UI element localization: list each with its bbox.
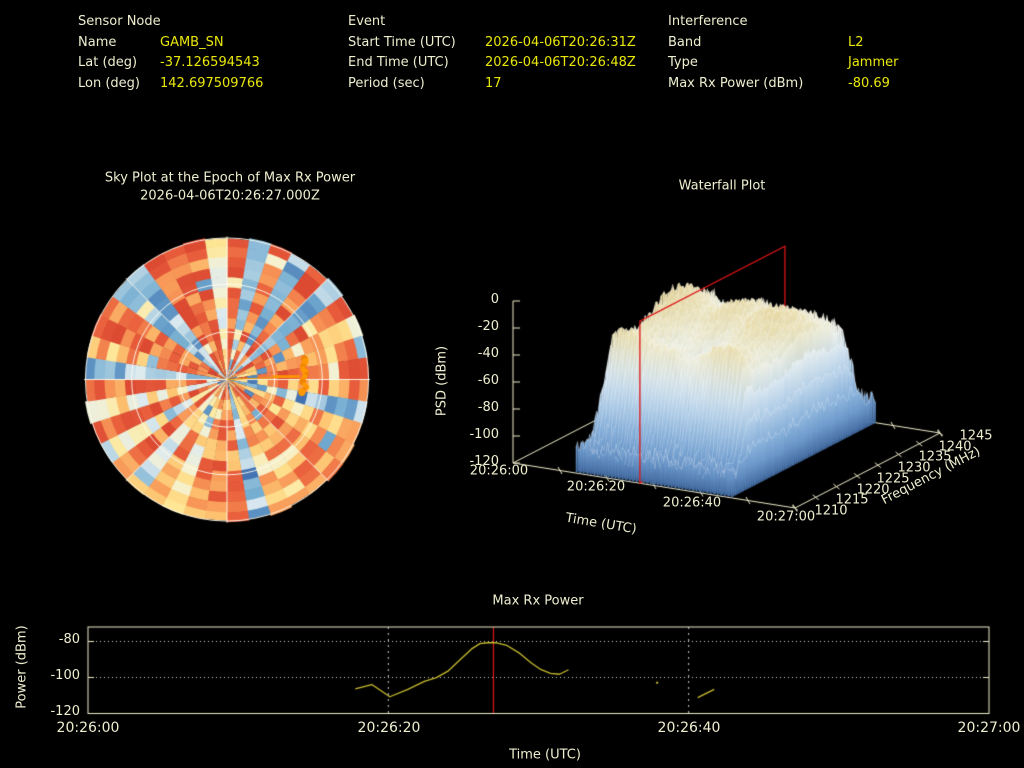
event-end-label: End Time (UTC)	[348, 55, 449, 71]
event-title: Event	[348, 14, 386, 29]
event-end-value: 2026-04-06T20:26:48Z	[485, 55, 636, 71]
sensor-node-panel: Sensor Node Name GAMB_SN Lat (deg) -37.126…	[78, 12, 263, 94]
interference-maxrx-value: -80.69	[848, 75, 890, 91]
power-x-tick: 20:26:20	[357, 720, 421, 736]
wf-time-tick: 20:26:00	[469, 463, 529, 479]
event-period-value: 17	[485, 75, 502, 91]
power-x-tick: 20:26:40	[657, 720, 721, 736]
sensor-name-label: Name	[78, 34, 117, 50]
wf-psd-tick: -120	[469, 454, 499, 469]
sensor-node-title: Sensor Node	[78, 14, 161, 29]
wf-psd-tick: -100	[469, 427, 499, 442]
sensor-lat-label: Lat (deg)	[78, 55, 138, 71]
wf-freq-tick: 1245	[959, 428, 993, 444]
power-y-tick: -100	[50, 668, 80, 683]
wf-time-tick: 20:26:40	[662, 495, 722, 511]
wf-freq-tick: 1215	[835, 492, 869, 508]
wf-freq-tick: 1210	[814, 503, 848, 519]
power-title: Max Rx Power	[492, 593, 584, 609]
sky-plot-canvas	[60, 220, 400, 540]
event-start-label: Start Time (UTC)	[348, 34, 456, 50]
sensor-lon-value: 142.697509766	[160, 75, 264, 91]
sky-plot-subtitle: 2026-04-06T20:26:27.000Z	[140, 188, 320, 204]
sensor-name-value: GAMB_SN	[160, 34, 224, 50]
wf-psd-tick: -60	[477, 373, 499, 388]
power-x-tick: 20:27:00	[957, 720, 1021, 736]
interference-type-label: Type	[668, 55, 698, 71]
waterfall-title: Waterfall Plot	[678, 178, 766, 194]
interference-type-value: Jammer	[848, 55, 899, 71]
wf-psd-tick: 0	[490, 292, 499, 307]
event-period-label: Period (sec)	[348, 75, 425, 91]
interference-panel: Interference Band L2 Type Jammer Max Rx Po…	[668, 12, 898, 94]
wf-time-tick: 20:26:20	[566, 479, 626, 495]
power-plot-canvas	[80, 620, 1000, 720]
wf-psd-tick: -80	[477, 400, 499, 415]
power-y-tick: -80	[58, 632, 80, 647]
interference-band-label: Band	[668, 34, 702, 50]
interference-band-value: L2	[848, 34, 864, 50]
wf-freq-tick: 1225	[876, 471, 910, 487]
interference-maxrx-label: Max Rx Power (dBm)	[668, 75, 804, 91]
sensor-lon-label: Lon (deg)	[78, 75, 140, 91]
power-y-tick: -120	[50, 704, 80, 719]
wf-psd-tick: -40	[477, 346, 499, 361]
waterfall-plot-canvas	[430, 230, 1010, 540]
wf-psd-tick: -20	[477, 319, 499, 334]
sky-plot-title: Sky Plot at the Epoch of Max Rx Power	[104, 170, 356, 186]
power-xlabel: Time (UTC)	[509, 747, 581, 763]
wf-freq-tick: 1220	[856, 482, 890, 498]
wf-freq-tick: 1230	[897, 460, 931, 476]
wf-freq-tick: 1235	[918, 449, 952, 465]
event-start-value: 2026-04-06T20:26:31Z	[485, 34, 636, 50]
wf-freq-tick: 1240	[938, 439, 972, 455]
power-x-tick: 20:26:00	[56, 720, 120, 736]
wf-time-tick: 20:27:00	[756, 509, 816, 525]
interference-title: Interference	[668, 14, 748, 29]
event-panel: Event Start Time (UTC) 2026-04-06T20:26:3…	[348, 12, 636, 94]
sensor-lat-value: -37.126594543	[160, 55, 260, 71]
